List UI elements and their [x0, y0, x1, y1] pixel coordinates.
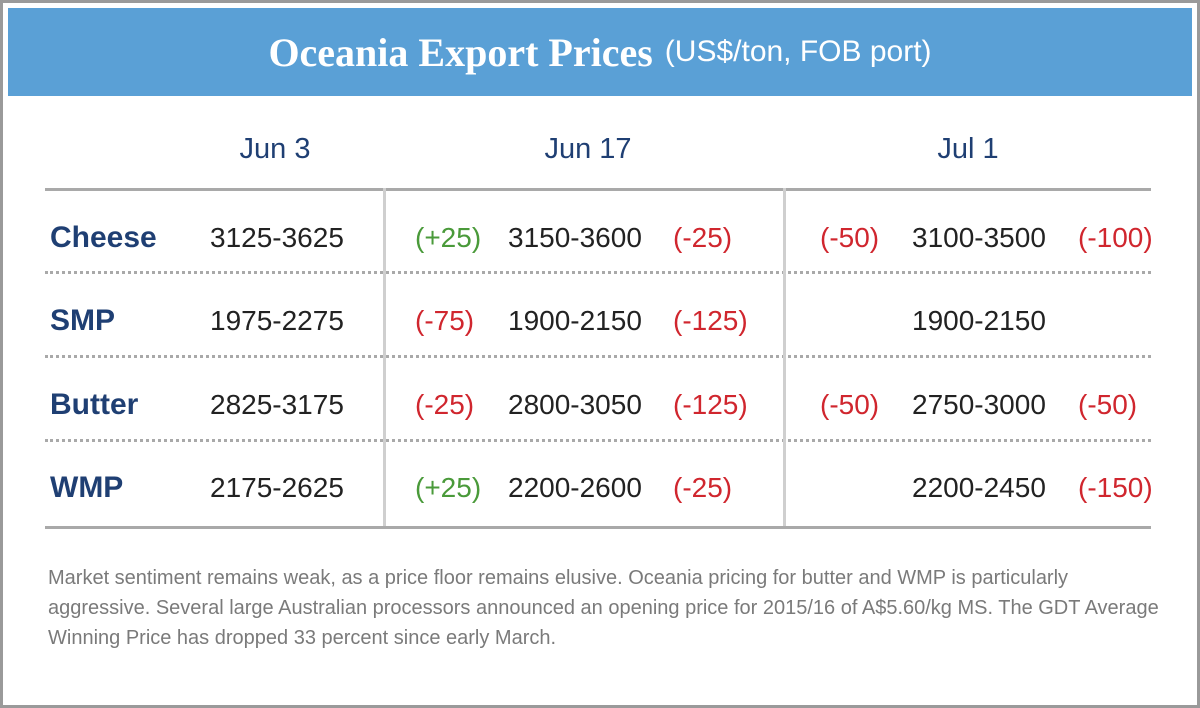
product-name: SMP — [50, 304, 116, 337]
row-divider — [45, 439, 1151, 442]
price-range: 2825-3175 — [210, 389, 344, 420]
price-change: (-125) — [673, 305, 748, 336]
price-change: (-50) — [820, 222, 880, 253]
product-name: Cheese — [50, 221, 157, 254]
price-range: 3150-3600 — [508, 222, 642, 253]
note: Market sentiment remains weak, as a pric… — [48, 567, 1159, 649]
product-name: WMP — [50, 471, 124, 504]
price-change: (-125) — [673, 389, 748, 420]
price-change: (-25) — [673, 472, 733, 503]
price-change: (-25) — [415, 389, 475, 420]
price-range: 3100-3500 — [912, 222, 1046, 253]
column-divider — [383, 188, 386, 526]
product-name: Butter — [50, 388, 139, 421]
price-range: 3125-3625 — [210, 222, 344, 253]
subtitle: (US$/ton, FOB port) — [664, 35, 932, 68]
column-divider — [783, 188, 786, 526]
column-header: Jun 17 — [544, 133, 632, 165]
price-range: 2200-2450 — [912, 472, 1046, 503]
price-change: (-50) — [1078, 389, 1138, 420]
price-change: (-150) — [1078, 472, 1153, 503]
title: Oceania Export Prices — [268, 29, 653, 75]
column-header: Jun 3 — [239, 133, 311, 165]
price-range: 2200-2600 — [508, 472, 642, 503]
price-change: (+25) — [415, 222, 482, 253]
price-range: 1975-2275 — [210, 305, 344, 336]
price-change: (-75) — [415, 305, 475, 336]
row-divider — [45, 271, 1151, 274]
price-change: (+25) — [415, 472, 482, 503]
row-divider — [45, 355, 1151, 358]
price-range: 1900-2150 — [912, 305, 1046, 336]
price-range: 2750-3000 — [912, 389, 1046, 420]
price-range: 2800-3050 — [508, 389, 642, 420]
price-range: 1900-2150 — [508, 305, 642, 336]
column-header: Jul 1 — [937, 133, 999, 165]
price-range: 2175-2625 — [210, 472, 344, 503]
price-change: (-25) — [673, 222, 733, 253]
price-change: (-50) — [820, 389, 880, 420]
price-change: (-100) — [1078, 222, 1153, 253]
table-bottom-rule — [45, 526, 1151, 529]
header-band: Oceania Export Prices (US$/ton, FOB port… — [8, 8, 1192, 96]
table-top-rule — [45, 188, 1151, 191]
